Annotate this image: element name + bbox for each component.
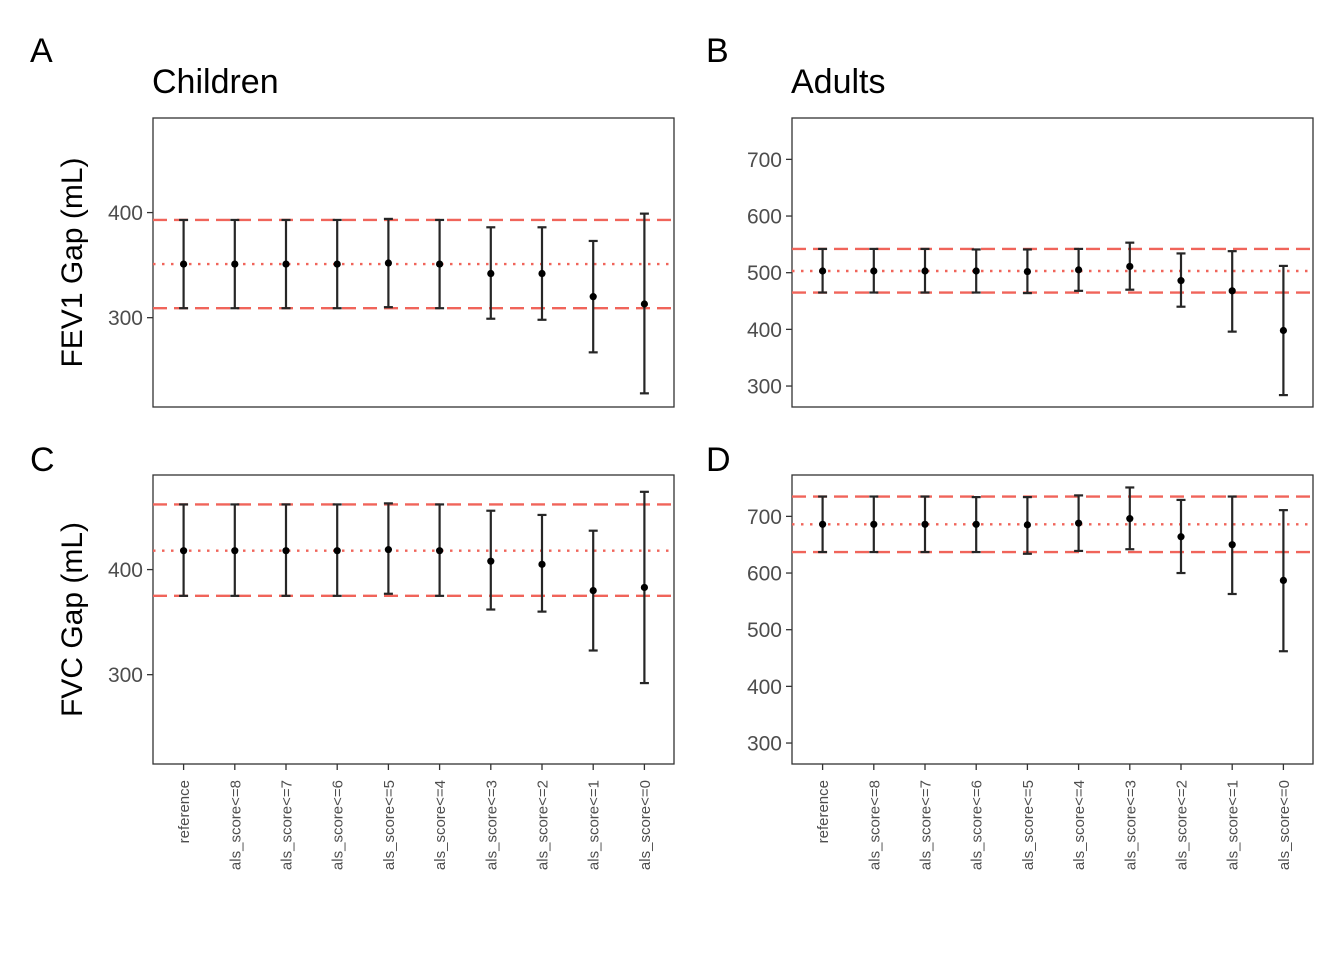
- column-title-0: Children: [152, 63, 279, 101]
- data-point: [538, 269, 546, 278]
- x-tick-label: als_score<=6: [330, 780, 347, 870]
- y-tick-label: 400: [747, 676, 782, 699]
- column-title-1: Adults: [791, 63, 886, 101]
- y-axis-label-0: FEV1 Gap (mL): [56, 157, 89, 367]
- data-point: [1126, 262, 1134, 271]
- panel-letter-C: C: [30, 441, 55, 479]
- y-tick-label: 400: [108, 559, 143, 582]
- data-point: [589, 293, 597, 301]
- data-point: [384, 259, 392, 267]
- x-tick-label: als_score<=4: [432, 780, 449, 870]
- data-point: [819, 267, 827, 275]
- data-point: [640, 300, 649, 308]
- data-point: [1228, 287, 1236, 295]
- y-tick-label: 400: [747, 319, 782, 342]
- x-tick-label: als_score<=8: [227, 780, 244, 870]
- data-point: [1126, 515, 1134, 523]
- data-point: [870, 520, 878, 528]
- x-tick-label: als_score<=2: [535, 780, 552, 870]
- data-point: [870, 267, 878, 275]
- y-tick-label: 400: [108, 202, 143, 225]
- plot-frame: [152, 117, 675, 408]
- data-point: [1075, 266, 1083, 274]
- panel-B: B 300 400 500 600 700: [706, 32, 1314, 408]
- data-point: [384, 546, 392, 554]
- data-point: [1279, 326, 1287, 335]
- y-axis-label-1: FVC Gap (mL): [56, 522, 89, 717]
- panel-letter-B: B: [706, 32, 729, 70]
- data-point: [1023, 267, 1031, 276]
- x-tick-label: als_score<=1: [1225, 780, 1242, 870]
- y-tick-label: 500: [747, 619, 782, 642]
- data-point: [180, 260, 188, 268]
- y-tick-label: 300: [108, 664, 143, 687]
- data-point: [589, 587, 597, 595]
- data-point: [231, 260, 239, 268]
- plot-frame: [791, 117, 1314, 408]
- x-tick-label: als_score<=2: [1174, 780, 1191, 870]
- data-point: [180, 547, 188, 555]
- x-tick-label: als_score<=8: [866, 780, 883, 870]
- data-point: [487, 269, 495, 278]
- x-tick-label: als_score<=7: [279, 780, 296, 870]
- x-tick-label: als_score<=6: [969, 780, 986, 870]
- panel-letter-D: D: [706, 441, 731, 479]
- data-point: [333, 547, 341, 555]
- x-tick-label: reference: [176, 780, 193, 843]
- panel-letter-A: A: [30, 32, 53, 70]
- data-point: [333, 260, 341, 268]
- data-point: [487, 557, 495, 565]
- data-point: [436, 260, 444, 268]
- x-tick-label: als_score<=3: [483, 780, 500, 870]
- data-point: [538, 560, 546, 568]
- y-tick-label: 500: [747, 262, 782, 285]
- x-tick-label: als_score<=4: [1071, 780, 1088, 870]
- x-tick-label: als_score<=5: [381, 780, 398, 870]
- x-tick-label: als_score<=0: [637, 780, 654, 870]
- x-tick-label: als_score<=5: [1020, 780, 1037, 870]
- data-point: [972, 267, 980, 275]
- data-point: [282, 547, 290, 555]
- data-point: [1177, 277, 1185, 285]
- y-tick-label: 700: [747, 149, 782, 172]
- data-point: [231, 547, 239, 555]
- data-point: [1177, 533, 1185, 541]
- y-tick-label: 300: [747, 376, 782, 399]
- data-point: [921, 267, 929, 275]
- x-tick-label: als_score<=3: [1122, 780, 1139, 870]
- x-tick-label: als_score<=7: [918, 780, 935, 870]
- plot-frame: [791, 474, 1314, 765]
- data-point: [1075, 519, 1083, 527]
- data-point: [436, 547, 444, 555]
- data-point: [921, 520, 929, 528]
- y-tick-label: 300: [747, 733, 782, 756]
- data-point: [1023, 521, 1031, 529]
- x-tick-label: als_score<=1: [586, 780, 603, 870]
- data-point: [1279, 576, 1287, 585]
- y-tick-label: 600: [747, 206, 782, 229]
- data-point: [282, 260, 290, 268]
- y-tick-label: 700: [747, 506, 782, 529]
- panel-C: C 300 400 reference als_score<=8 als_score<=7…: [30, 441, 675, 870]
- data-point: [640, 583, 649, 592]
- data-point: [819, 520, 827, 528]
- y-tick-label: 300: [108, 307, 143, 330]
- data-point: [972, 520, 980, 528]
- y-tick-label: 600: [747, 563, 782, 586]
- x-tick-label: als_score<=0: [1276, 780, 1293, 870]
- panel-A: A 300 400: [30, 32, 675, 408]
- x-tick-label: reference: [815, 780, 832, 843]
- data-point: [1228, 541, 1236, 549]
- plot-frame: [152, 474, 675, 765]
- panel-D: D 300 400 500 600 700 reference als_score<=8 als…: [706, 441, 1314, 870]
